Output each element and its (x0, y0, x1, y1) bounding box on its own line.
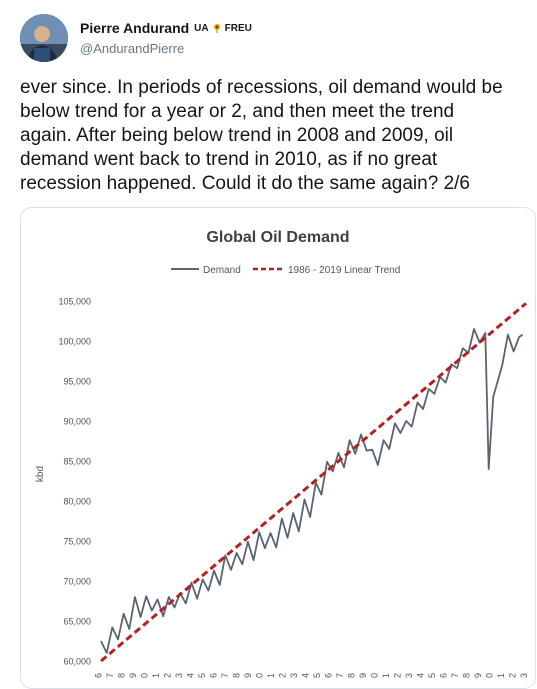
y-tick-label: 95,000 (63, 377, 91, 387)
x-tick-label: 6 (438, 673, 448, 678)
x-tick-label: 0 (484, 673, 494, 678)
oil-demand-chart: Global Oil Demand Demand 1986 - 2019 Lin… (35, 229, 529, 678)
x-tick-label: 6 (208, 673, 218, 678)
legend-label-demand: Demand (203, 265, 241, 276)
tag-freu: FREU (224, 22, 252, 34)
x-tick-label: 4 (415, 673, 425, 678)
demand-line (100, 328, 524, 654)
x-tick-label: 1 (151, 673, 161, 678)
x-tick-label: 4 (185, 673, 195, 678)
user-handle[interactable]: @AndurandPierre (80, 41, 185, 56)
x-tick-label: 7 (450, 673, 460, 678)
x-tick-label: 3 (519, 673, 529, 678)
y-axis: 60,000 65,000 70,000 75,000 80,000 85,000 90,0… (58, 297, 91, 667)
sunflower-icon (213, 23, 220, 33)
x-tick-label: 5 (197, 673, 207, 678)
avatar-image (20, 14, 68, 62)
tag-ua: UA (194, 22, 209, 34)
tweet-text: ever since. In periods of recessions, oi… (20, 76, 530, 196)
chart-legend: Demand 1986 - 2019 Linear Trend (171, 265, 400, 276)
x-tick-label: 5 (312, 673, 322, 678)
user-name-row: Pierre Andurand UA FREU (80, 20, 252, 36)
media-card[interactable]: Global Oil Demand Demand 1986 - 2019 Lin… (20, 207, 536, 689)
x-tick-label: 6 (323, 673, 333, 678)
x-tick-label: 2 (162, 673, 172, 678)
y-tick-label: 100,000 (58, 337, 91, 347)
avatar[interactable] (20, 14, 68, 62)
x-tick-label: 9 (128, 673, 138, 678)
y-tick-label: 65,000 (63, 617, 91, 627)
x-tick-label: 2 (507, 673, 517, 678)
x-tick-label: 3 (174, 673, 184, 678)
x-tick-label: 9 (358, 673, 368, 678)
display-name[interactable]: Pierre Andurand (80, 20, 190, 36)
x-tick-label: 1 (266, 673, 276, 678)
x-tick-label: 8 (116, 673, 126, 678)
y-tick-label: 80,000 (63, 497, 91, 507)
x-tick-label: 8 (461, 673, 471, 678)
x-tick-label: 0 (254, 673, 264, 678)
y-tick-label: 75,000 (63, 537, 91, 547)
tweet-line: again. After being below trend in 2008 a… (20, 125, 454, 146)
plot-area (100, 302, 527, 663)
y-tick-label: 85,000 (63, 457, 91, 467)
x-tick-label: 1 (381, 673, 391, 678)
y-tick-label: 70,000 (63, 577, 91, 587)
x-tick-label: 7 (220, 673, 230, 678)
tweet-header: Pierre Andurand UA FREU @AndurandPierre (20, 14, 520, 64)
x-tick-label: 2 (277, 673, 287, 678)
legend-label-trend: 1986 - 2019 Linear Trend (288, 265, 400, 276)
x-tick-label: 9 (243, 673, 253, 678)
tweet-line: ever since. In periods of recessions, oi… (20, 77, 503, 98)
name-tags: UA FREU (194, 23, 252, 34)
x-tick-label: 7 (335, 673, 345, 678)
x-tick-label: 1 (496, 673, 506, 678)
y-axis-label: kbd (35, 466, 46, 482)
x-tick-label: 2 (392, 673, 402, 678)
tweet-line: below trend for a year or 2, and then me… (20, 101, 455, 122)
x-tick-label: 4 (300, 673, 310, 678)
x-tick-label: 3 (289, 673, 299, 678)
x-tick-label: 0 (369, 673, 379, 678)
x-tick-label: 9 (473, 673, 483, 678)
x-tick-label: 8 (346, 673, 356, 678)
x-tick-label: 0 (139, 673, 149, 678)
tweet-line: demand went back to trend in 2010, as if… (20, 149, 438, 170)
y-tick-label: 105,000 (58, 297, 91, 307)
y-tick-label: 60,000 (63, 657, 91, 667)
chart-title: Global Oil Demand (206, 229, 349, 246)
y-tick-label: 90,000 (63, 417, 91, 427)
trend-line (100, 302, 527, 663)
tweet-line: recession happened. Could it do the same… (20, 173, 470, 194)
x-tick-label: 8 (231, 673, 241, 678)
x-tick-label: 5 (427, 673, 437, 678)
x-tick-label: 3 (404, 673, 414, 678)
x-tick-label: 6 (93, 673, 103, 678)
x-tick-label: 7 (105, 673, 115, 678)
